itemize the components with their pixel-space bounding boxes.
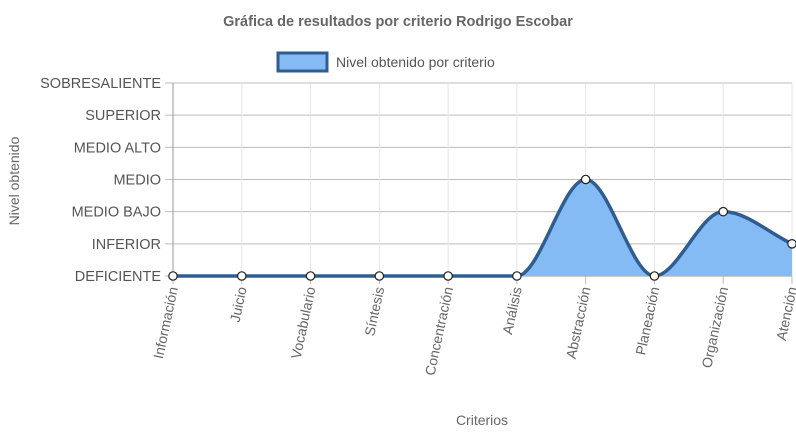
x-axis-label: Criterios xyxy=(456,412,508,428)
legend[interactable]: Nivel obtenido por criterio xyxy=(276,51,495,73)
x-tick-label: Análisis xyxy=(499,285,525,336)
x-tick-label: Abstracción xyxy=(563,285,594,360)
legend-label: Nivel obtenido por criterio xyxy=(336,54,495,70)
x-tick-label: Síntesis xyxy=(361,285,387,337)
x-tick-label: Organización xyxy=(698,285,731,369)
data-point[interactable] xyxy=(168,271,178,281)
y-tick-label: SOBRESALIENTE xyxy=(40,76,161,92)
data-point[interactable] xyxy=(236,271,247,281)
x-tick-label: Vocabulario xyxy=(288,285,319,360)
data-point[interactable] xyxy=(718,206,729,217)
data-point[interactable] xyxy=(305,271,316,281)
data-point[interactable] xyxy=(443,271,453,281)
y-tick-label: DEFICIENTE xyxy=(75,269,162,285)
series-area xyxy=(173,179,792,276)
x-tick-label: Juicio xyxy=(227,285,250,324)
y-axis-label: Nivel obtenido xyxy=(6,136,22,225)
grid xyxy=(165,82,793,284)
series xyxy=(168,174,796,281)
data-point[interactable] xyxy=(374,271,385,281)
data-point[interactable] xyxy=(512,271,522,281)
data-point[interactable] xyxy=(580,174,591,185)
data-point[interactable] xyxy=(787,239,796,249)
y-tick-label: MEDIO BAJO xyxy=(72,205,161,221)
y-axis: DEFICIENTE INFERIOR MEDIO BAJO MEDIO MEDIO A… xyxy=(40,76,161,285)
x-axis: Información Juicio Vocabulario Síntesis Conc… xyxy=(150,285,796,377)
y-tick-label: INFERIOR xyxy=(92,237,161,253)
x-tick-label: Atención xyxy=(773,285,796,342)
x-tick-label: Planeación xyxy=(632,285,662,356)
y-tick-label: MEDIO xyxy=(113,173,161,189)
data-point[interactable] xyxy=(649,271,660,281)
x-tick-label: Concentración xyxy=(422,285,456,377)
x-tick-label: Información xyxy=(150,285,181,360)
y-tick-label: SUPERIOR xyxy=(85,108,161,124)
chart-title: Gráfica de resultados por criterio Rodri… xyxy=(223,14,573,30)
y-tick-label: MEDIO ALTO xyxy=(74,140,161,156)
legend-swatch xyxy=(276,51,329,73)
